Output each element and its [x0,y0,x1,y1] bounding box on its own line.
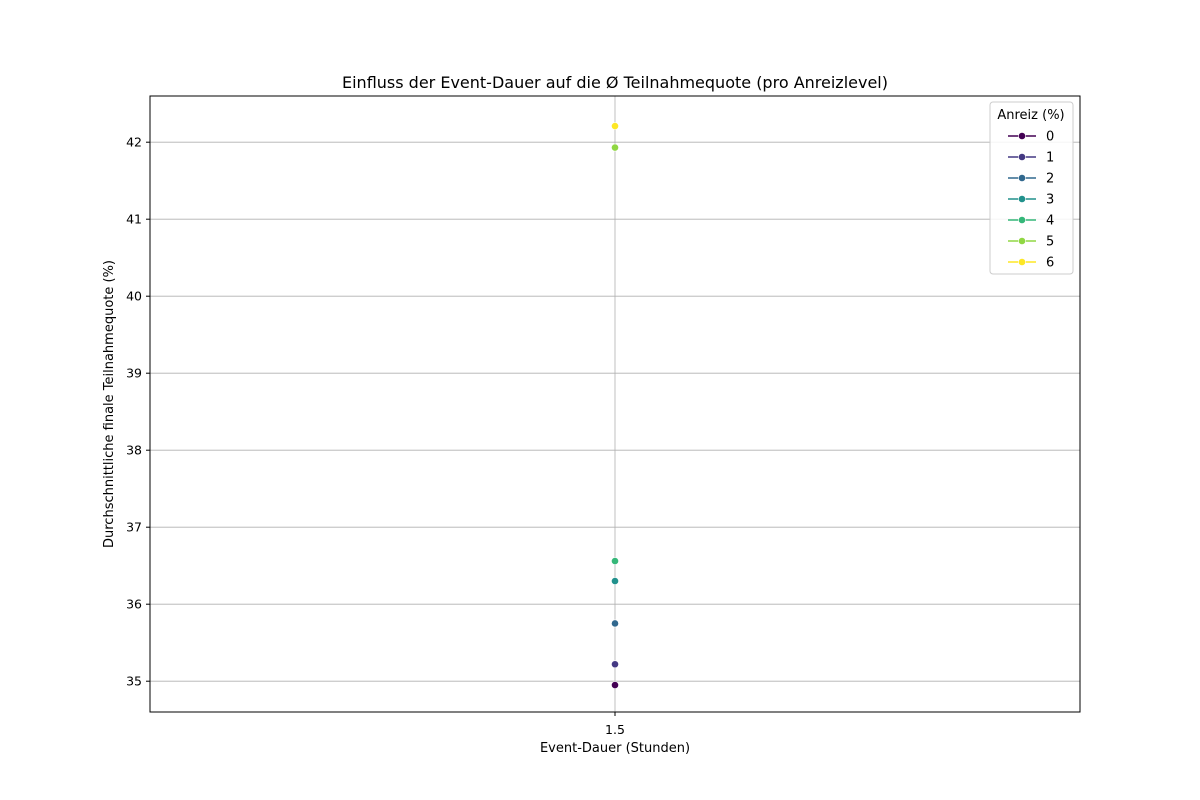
legend-marker [1018,258,1026,266]
legend-label: 2 [1046,172,1054,187]
legend-marker [1018,153,1026,161]
legend-item-2: 2 [1008,172,1054,187]
y-tick-label: 36 [126,597,142,612]
y-tick-label: 40 [126,289,142,304]
y-tick-label: 42 [126,135,142,150]
points-layer [611,122,619,689]
legend-item-1: 1 [1008,151,1054,166]
ticks-layer: 35 36 37 38 39 40 41 42 1.5 [126,135,625,737]
y-tick-label: 37 [126,520,142,535]
legend-title: Anreiz (%) [997,108,1064,123]
data-point-anreiz-1 [611,660,619,669]
legend-label: 0 [1046,130,1054,145]
data-point-anreiz-6 [611,122,619,130]
legend-marker [1018,132,1026,140]
legend-marker [1018,237,1026,245]
y-tick-label: 38 [126,443,142,458]
data-point-anreiz-0 [611,681,619,689]
legend-marker [1018,216,1026,224]
legend-label: 5 [1046,235,1054,250]
legend-label: 1 [1046,151,1054,166]
data-point-anreiz-5 [611,143,619,152]
legend-label: 6 [1046,256,1054,271]
x-axis-label: Event-Dauer (Stunden) [540,741,690,756]
chart-title: Einfluss der Event-Dauer auf die Ø Teiln… [342,73,888,92]
y-tick-label: 35 [126,674,142,689]
legend-marker [1018,174,1026,182]
legend-item-4: 4 [1008,214,1054,229]
legend-item-5: 5 [1008,235,1054,250]
y-axis-label: Durchschnittliche finale Teilnahmequote … [102,260,117,548]
y-tick-label: 41 [126,212,142,227]
legend-item-3: 3 [1008,193,1054,208]
x-tick-label: 1.5 [605,722,625,737]
legend-item-0: 0 [1008,130,1054,145]
legend-label: 4 [1046,214,1054,229]
grid-layer [150,96,1080,712]
data-point-anreiz-4 [611,557,619,565]
legend-marker [1018,195,1026,203]
legend-items: 0 1 2 3 4 5 6 [1008,130,1054,271]
y-tick-label: 39 [126,366,142,381]
legend: Anreiz (%) 0 1 2 3 4 5 6 [989,101,1074,275]
legend-box [989,101,1074,275]
legend-item-6: 6 [1008,256,1054,271]
legend-label: 3 [1046,193,1054,208]
data-point-anreiz-3 [611,577,619,585]
data-point-anreiz-2 [611,619,619,628]
